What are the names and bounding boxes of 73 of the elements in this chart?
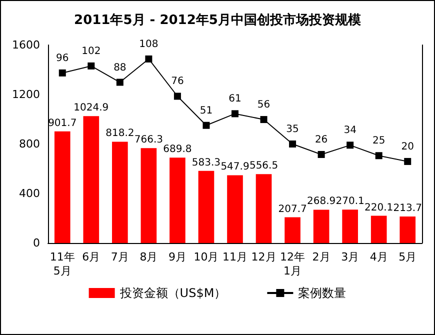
data-label: 26	[314, 134, 328, 146]
data-label: 270.1	[336, 196, 364, 208]
y-tick-label: 0	[33, 236, 40, 250]
data-label: 96	[56, 52, 69, 64]
data-label: 268.9	[306, 196, 336, 208]
point	[202, 122, 210, 129]
data-label: 547.9	[220, 162, 250, 173]
data-label: 901.7	[48, 118, 77, 129]
x-tick-label: 8月	[140, 250, 158, 264]
point	[58, 69, 66, 76]
data-label: 689.8	[163, 144, 192, 156]
data-label: 766.3	[134, 134, 164, 146]
point	[404, 158, 412, 165]
data-label: 35	[286, 124, 299, 135]
data-label: 20	[401, 141, 414, 152]
y-tick-label: 800	[19, 138, 40, 150]
data-label: 108	[139, 38, 158, 50]
data-label: 88	[114, 62, 126, 74]
data-label: 25	[372, 136, 386, 147]
point	[88, 62, 95, 70]
point	[289, 140, 296, 148]
data-label: 818.2	[106, 128, 134, 140]
bar	[256, 174, 272, 243]
bar	[284, 217, 300, 243]
bar	[313, 210, 330, 243]
data-label: 56	[257, 100, 270, 111]
bar	[400, 216, 416, 243]
point	[375, 152, 382, 160]
bar	[370, 216, 387, 243]
data-label: 34	[344, 125, 356, 136]
chart-title: 2011年5月 - 2012年5月中国创投市场投资规模	[74, 12, 361, 28]
x-tick-label: 9月	[168, 250, 186, 264]
data-label: 76	[171, 76, 184, 88]
bar	[140, 148, 157, 243]
bar	[83, 116, 100, 243]
x-tick-label: 5月	[398, 250, 417, 264]
x-tick-label: 3月	[341, 250, 360, 264]
bar	[54, 131, 70, 243]
data-label: 583.3	[192, 157, 221, 168]
y-tick-label: 400	[19, 187, 40, 200]
x-tick-label: 6月	[82, 250, 100, 264]
point	[346, 142, 354, 149]
x-tick-label: 4月	[370, 250, 388, 264]
data-label: 1024.9	[74, 102, 109, 114]
x-tick-label: 12年 1月	[280, 250, 306, 278]
data-label: 102	[82, 46, 101, 57]
bar	[227, 175, 243, 243]
y-tick-label: 1600	[12, 38, 40, 52]
data-label: 51	[200, 105, 213, 116]
data-label: 61	[228, 94, 242, 105]
point	[232, 110, 238, 118]
legend-label: 案例数量	[298, 286, 346, 300]
y-tick-label: 1200	[12, 88, 40, 101]
bar	[112, 142, 128, 243]
point	[174, 92, 181, 100]
x-tick-label: 11月	[222, 250, 248, 264]
bar	[170, 158, 186, 243]
x-tick-label: 7月	[110, 250, 129, 264]
point	[116, 78, 124, 86]
x-tick-label: 12月	[251, 250, 276, 264]
x-tick-label: 2月	[312, 250, 330, 264]
bar	[198, 170, 214, 243]
data-label: 213.7	[393, 203, 422, 214]
x-tick-label: 11年 5月	[50, 250, 75, 278]
point	[318, 150, 325, 158]
point	[145, 55, 152, 62]
bar	[342, 210, 358, 243]
x-tick-label: 10月	[194, 250, 219, 264]
data-label: 220.1	[364, 202, 394, 214]
legend-label: 投资金额（US$M）	[118, 286, 226, 300]
data-label: 207.7	[278, 204, 307, 215]
data-label: 556.5	[249, 160, 278, 172]
point	[260, 116, 268, 124]
